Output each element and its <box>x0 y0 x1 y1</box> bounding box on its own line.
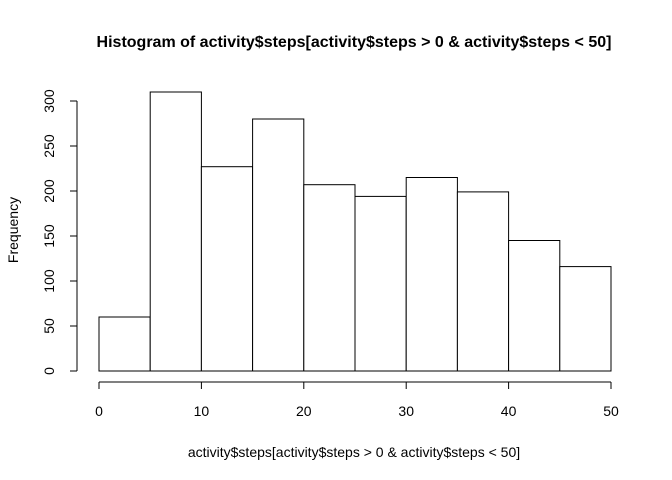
y-tick-label-250: 250 <box>41 134 57 158</box>
histogram-bar-10 <box>559 266 612 372</box>
histogram-bar-7 <box>405 177 458 372</box>
histogram-bar-2 <box>149 91 202 372</box>
x-axis: 0 10 20 30 40 50 <box>95 381 619 419</box>
histogram-bar-8 <box>456 191 510 372</box>
x-tick-label-0: 0 <box>95 403 103 419</box>
x-tick-label-40: 40 <box>501 403 517 419</box>
x-tick-label-20: 20 <box>296 403 312 419</box>
y-tick-label-300: 300 <box>41 89 57 113</box>
chart-title: Histogram of activity$steps[activity$ste… <box>97 34 612 51</box>
histogram-bar-9 <box>508 240 561 372</box>
y-tick-label-150: 150 <box>41 224 57 248</box>
y-tick-label-100: 100 <box>41 269 57 293</box>
bars-group <box>98 91 612 372</box>
y-axis: 0 50 100 150 200 250 300 <box>41 89 78 375</box>
histogram-bar-3 <box>200 166 254 372</box>
histogram-bar-4 <box>252 118 305 372</box>
histogram-bar-6 <box>354 195 407 372</box>
y-tick-label-200: 200 <box>41 179 57 203</box>
y-tick-label-0: 0 <box>41 367 57 375</box>
x-tick-label-30: 30 <box>398 403 414 419</box>
x-axis-label: activity$steps[activity$steps > 0 & acti… <box>188 444 520 460</box>
histogram-bar-1 <box>98 316 151 372</box>
x-tick-label-10: 10 <box>194 403 210 419</box>
y-axis-label: Frequency <box>5 197 21 263</box>
y-tick-label-50: 50 <box>41 318 57 334</box>
histogram-bar-5 <box>303 184 356 372</box>
x-tick-label-50: 50 <box>603 403 619 419</box>
